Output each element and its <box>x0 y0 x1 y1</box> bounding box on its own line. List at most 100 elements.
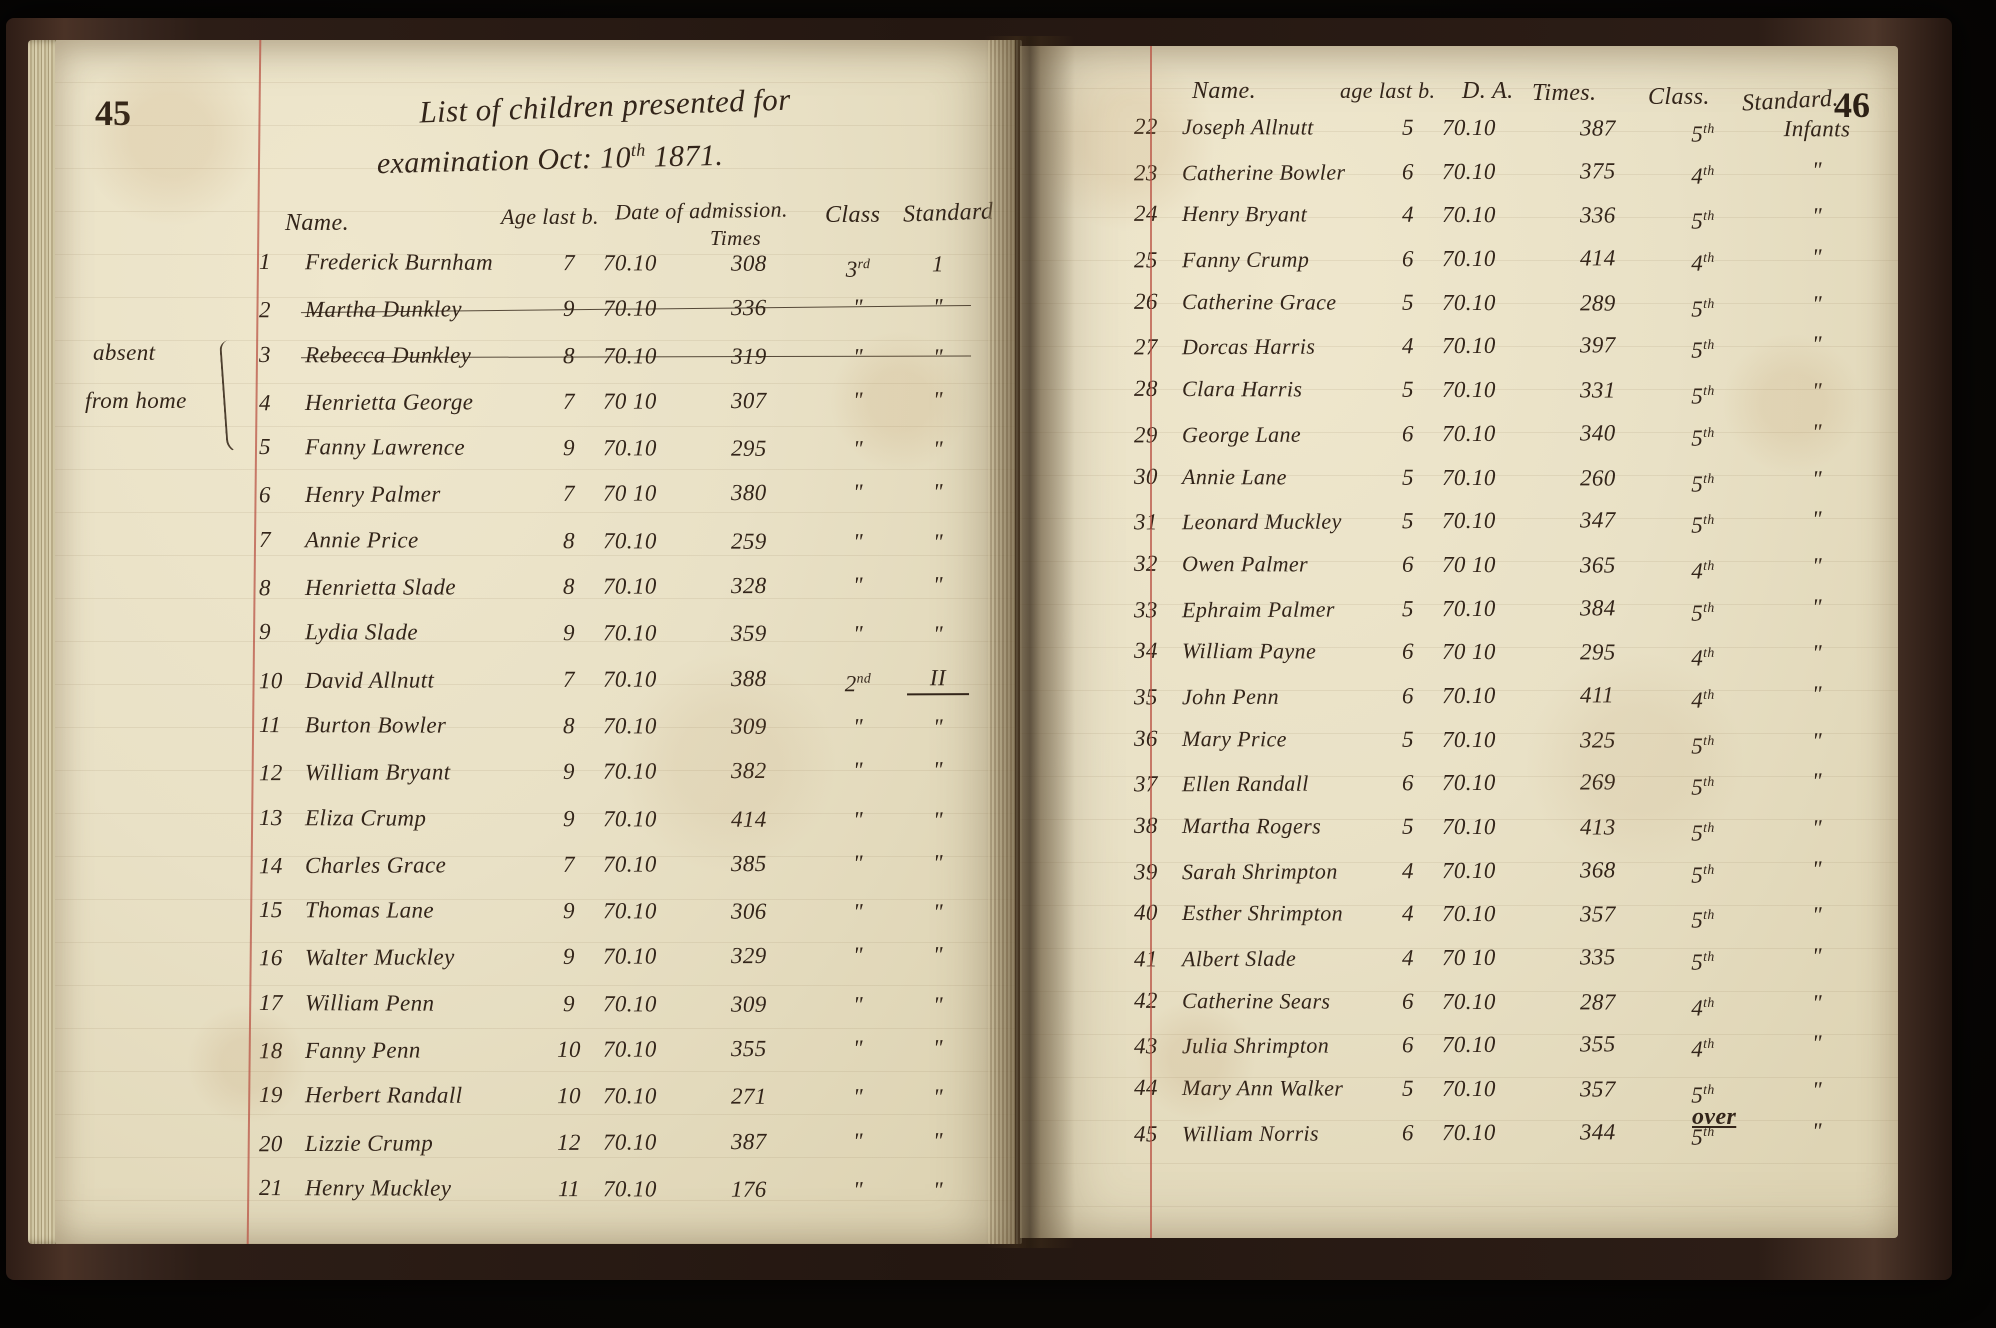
age-last-birthday: 4 <box>1401 945 1414 971</box>
date-of-admission: 70 10 <box>1441 639 1496 665</box>
times-value: 340 <box>1579 420 1616 446</box>
date-of-admission: 70 10 <box>1441 944 1496 971</box>
child-name: Fanny Lawrence <box>304 434 466 460</box>
age-last-birthday: 4 <box>1402 202 1415 228</box>
class-value: 5th <box>1691 512 1715 538</box>
age-last-birthday: 12 <box>557 1129 581 1155</box>
child-name: Lizzie Crump <box>304 1130 434 1156</box>
row-number: 32 <box>1133 550 1158 576</box>
register-row: 2 Martha Dunkley 9 70.10 336 " " <box>55 292 1015 342</box>
standard-value: II <box>906 662 970 696</box>
standard-value: " <box>932 343 944 370</box>
register-row: 9 Lydia Slade 9 70.10 359 " " <box>55 617 1015 667</box>
class-value: " <box>852 714 864 740</box>
class-value: " <box>852 1035 864 1061</box>
header-date-left: Date of admission. <box>614 196 789 225</box>
register-row: 5 Fanny Lawrence 9 70.10 295 " " <box>55 432 1015 482</box>
times-value: 328 <box>730 573 767 599</box>
margin-note-from-home: from home <box>85 388 187 413</box>
child-name: Annie Lane <box>1181 463 1287 489</box>
times-value: 306 <box>730 898 767 924</box>
date-of-admission: 70.10 <box>602 1129 657 1155</box>
class-value: " <box>852 806 864 832</box>
header-class-left: Class <box>825 202 881 228</box>
age-last-birthday: 9 <box>563 805 576 831</box>
register-row: 14 Charles Grace 7 70.10 385 " " <box>55 848 1015 898</box>
row-number: 39 <box>1133 859 1158 885</box>
row-number: 41 <box>1133 946 1158 972</box>
age-last-birthday: 6 <box>1401 1120 1414 1146</box>
row-number: 19 <box>258 1082 283 1108</box>
age-last-birthday: 5 <box>1402 813 1415 839</box>
class-value: 5th <box>1691 120 1715 147</box>
class-value: " <box>852 757 864 783</box>
date-of-admission: 70.10 <box>602 1083 657 1109</box>
child-name: Henrietta Slade <box>304 574 457 601</box>
standard-value: " <box>1811 1077 1823 1103</box>
register-row: 18 Fanny Penn 10 70.10 355 " " <box>55 1033 1015 1083</box>
date-of-admission: 70.10 <box>602 990 657 1017</box>
standard-value: " <box>932 436 944 462</box>
age-last-birthday: 7 <box>562 666 575 692</box>
class-value: 5th <box>1691 470 1715 497</box>
child-name: Joseph Allnutt <box>1181 114 1314 140</box>
age-last-birthday: 6 <box>1401 246 1414 272</box>
child-name: John Penn <box>1181 683 1280 710</box>
child-name: Fanny Crump <box>1181 246 1310 273</box>
standard-value: " <box>932 992 944 1018</box>
register-row: 1 Frederick Burnham 7 70.10 308 3rd 1 <box>55 246 1015 296</box>
row-number: 28 <box>1133 375 1158 402</box>
child-name: Mary Price <box>1181 725 1287 752</box>
standard-value: " <box>932 529 944 555</box>
date-of-admission: 70.10 <box>1441 813 1496 840</box>
times-value: 295 <box>1579 639 1616 665</box>
child-name: William Penn <box>304 989 435 1016</box>
times-value: 295 <box>730 435 767 461</box>
row-number: 35 <box>1133 684 1158 710</box>
child-name: Walter Muckley <box>304 944 455 971</box>
times-value: 355 <box>1579 1031 1616 1057</box>
age-last-birthday: 5 <box>1401 508 1414 534</box>
header-times-right: Times. <box>1532 80 1597 106</box>
date-of-admission: 70.10 <box>602 898 657 924</box>
date-of-admission: 70.10 <box>602 758 657 784</box>
age-last-birthday: 8 <box>563 342 576 368</box>
age-last-birthday: 8 <box>563 527 576 553</box>
standard-value: " <box>932 1084 944 1110</box>
age-last-birthday: 5 <box>1402 464 1415 490</box>
row-number: 44 <box>1133 1074 1158 1101</box>
times-value: 385 <box>730 850 767 877</box>
class-value: 2nd <box>844 670 872 696</box>
child-name: William Norris <box>1181 1120 1320 1147</box>
row-number: 38 <box>1133 812 1158 838</box>
row-number: 9 <box>258 619 271 645</box>
standard-value: " <box>1811 290 1823 317</box>
class-value: 5th <box>1691 948 1715 975</box>
class-value: 5th <box>1691 208 1715 234</box>
row-number: 34 <box>1133 638 1158 664</box>
date-of-admission: 70.10 <box>1441 988 1496 1014</box>
class-value: 4th <box>1691 686 1715 713</box>
child-name: Albert Slade <box>1181 945 1297 972</box>
standard-value: " <box>932 1127 944 1153</box>
standard-value: " <box>1811 203 1823 229</box>
child-name: George Lane <box>1181 421 1302 448</box>
date-of-admission: 70.10 <box>1441 333 1496 359</box>
register-row: 8 Henrietta Slade 8 70.10 328 " " <box>55 570 1015 620</box>
standard-value: " <box>1811 331 1823 357</box>
times-value: 375 <box>1579 158 1616 184</box>
date-of-admission: 70.10 <box>1441 245 1496 272</box>
child-name: Henry Bryant <box>1181 201 1308 227</box>
standard-value: " <box>1811 902 1823 928</box>
page-number-left: 45 <box>95 93 131 133</box>
row-number: 33 <box>1133 596 1158 622</box>
class-value: " <box>852 850 864 876</box>
register-row: 11 Burton Bowler 8 70.10 309 " " <box>55 709 1015 759</box>
register-rows-left: 1 Frederick Burnham 7 70.10 308 3rd 1 2 … <box>55 248 1015 1220</box>
age-last-birthday: 7 <box>562 388 575 414</box>
standard-value: " <box>932 294 944 320</box>
age-last-birthday: 7 <box>563 250 576 276</box>
age-last-birthday: 11 <box>557 1176 581 1202</box>
header-da-right: D. A. <box>1462 78 1514 104</box>
child-name: Owen Palmer <box>1181 550 1309 577</box>
